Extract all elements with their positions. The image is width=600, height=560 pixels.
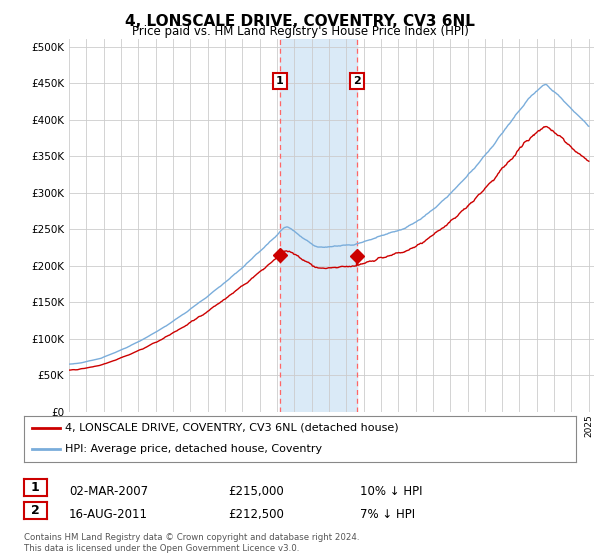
Text: 16-AUG-2011: 16-AUG-2011	[69, 507, 148, 521]
Text: Price paid vs. HM Land Registry's House Price Index (HPI): Price paid vs. HM Land Registry's House …	[131, 25, 469, 38]
Text: Contains HM Land Registry data © Crown copyright and database right 2024.
This d: Contains HM Land Registry data © Crown c…	[24, 533, 359, 553]
Text: 1: 1	[276, 76, 284, 86]
Bar	[280, 39, 357, 412]
Text: £212,500: £212,500	[228, 507, 284, 521]
Text: HPI: Average price, detached house, Coventry: HPI: Average price, detached house, Cove…	[65, 444, 323, 454]
Text: 1: 1	[31, 481, 40, 494]
Text: 10% ↓ HPI: 10% ↓ HPI	[360, 485, 422, 498]
Text: 4, LONSCALE DRIVE, COVENTRY, CV3 6NL: 4, LONSCALE DRIVE, COVENTRY, CV3 6NL	[125, 14, 475, 29]
Text: 2: 2	[353, 76, 361, 86]
Text: 02-MAR-2007: 02-MAR-2007	[69, 485, 148, 498]
Text: 4, LONSCALE DRIVE, COVENTRY, CV3 6NL (detached house): 4, LONSCALE DRIVE, COVENTRY, CV3 6NL (de…	[65, 423, 399, 432]
Text: 2: 2	[31, 503, 40, 517]
Text: 7% ↓ HPI: 7% ↓ HPI	[360, 507, 415, 521]
Text: £215,000: £215,000	[228, 485, 284, 498]
